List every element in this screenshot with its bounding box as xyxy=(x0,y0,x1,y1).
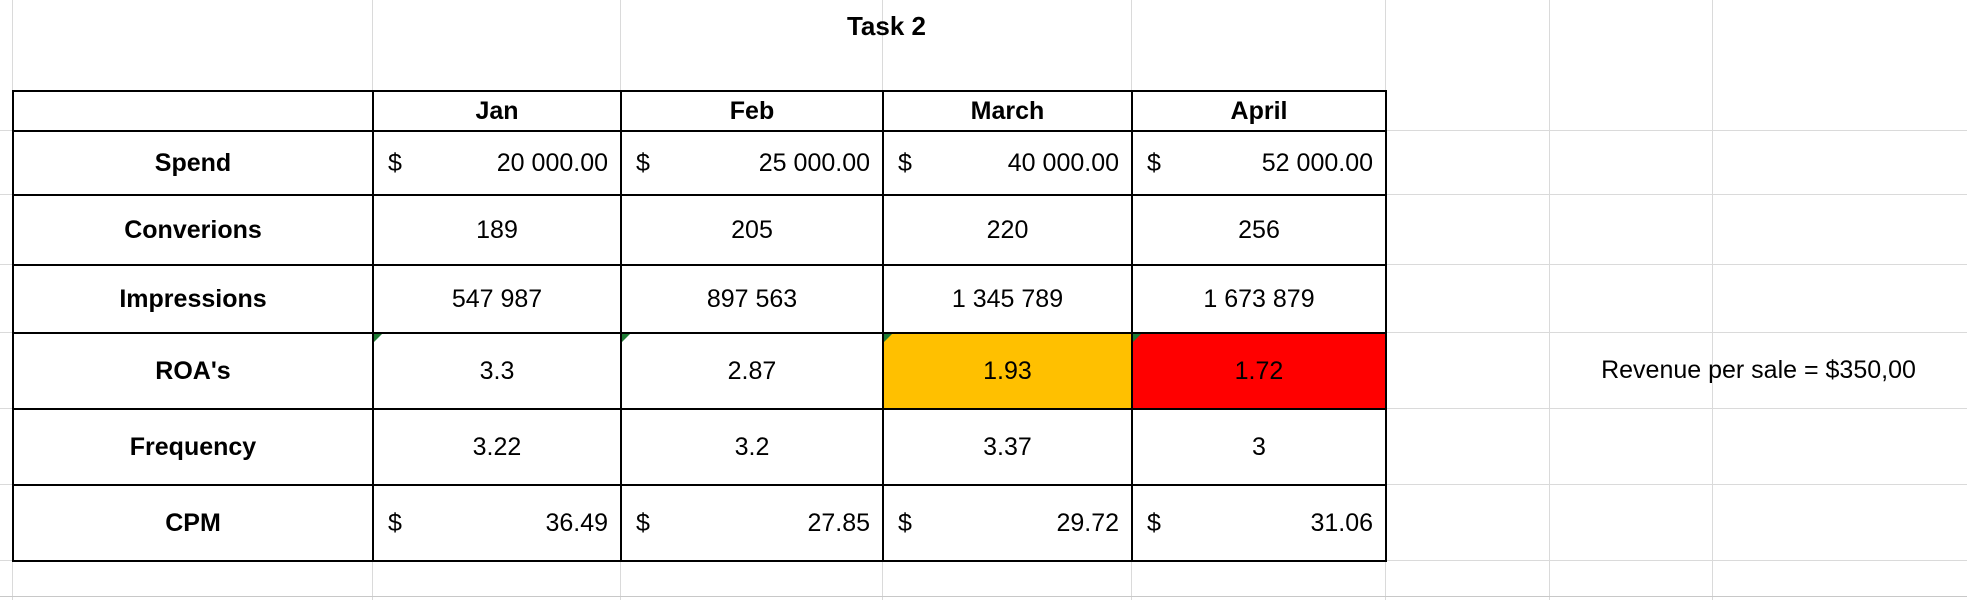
cell-frequency-march[interactable]: 3.37 xyxy=(882,408,1133,486)
cell-roas-april[interactable]: 1.72 xyxy=(1131,332,1387,410)
cell-impressions-feb[interactable]: 897 563 xyxy=(620,264,884,334)
currency-symbol: $ xyxy=(388,148,402,177)
cell-cpm-jan[interactable]: $36.49 xyxy=(372,484,622,562)
cell-conversions-jan[interactable]: 189 xyxy=(372,194,622,266)
cell-frequency-jan[interactable]: 3.22 xyxy=(372,408,622,486)
cell-roas-feb[interactable]: 2.87 xyxy=(620,332,884,410)
gridline xyxy=(1712,0,1713,600)
row-cpm: CPM $36.49 $27.85 $29.72 $31.06 xyxy=(12,484,1387,562)
currency-symbol: $ xyxy=(1147,508,1161,537)
cell-value: 52 000.00 xyxy=(1261,148,1373,177)
cell-roas-jan[interactable]: 3.3 xyxy=(372,332,622,410)
currency-symbol: $ xyxy=(636,148,650,177)
row-label-frequency[interactable]: Frequency xyxy=(12,408,374,486)
row-label-roas[interactable]: ROA's xyxy=(12,332,374,410)
cell-conversions-feb[interactable]: 205 xyxy=(620,194,884,266)
cell-impressions-april[interactable]: 1 673 879 xyxy=(1131,264,1387,334)
cell-spend-jan[interactable]: $20 000.00 xyxy=(372,130,622,196)
cell-conversions-april[interactable]: 256 xyxy=(1131,194,1387,266)
header-feb[interactable]: Feb xyxy=(620,90,884,132)
row-frequency: Frequency 3.22 3.2 3.37 3 xyxy=(12,408,1387,486)
header-corner-cell[interactable] xyxy=(12,90,374,132)
row-spend: Spend $20 000.00 $25 000.00 $40 000.00 $… xyxy=(12,130,1387,196)
header-jan[interactable]: Jan xyxy=(372,90,622,132)
cell-roas-march[interactable]: 1.93 xyxy=(882,332,1133,410)
gridline xyxy=(1549,0,1550,600)
currency-symbol: $ xyxy=(898,508,912,537)
cell-cpm-march[interactable]: $29.72 xyxy=(882,484,1133,562)
cell-cpm-april[interactable]: $31.06 xyxy=(1131,484,1387,562)
currency-symbol: $ xyxy=(388,508,402,537)
currency-symbol: $ xyxy=(898,148,912,177)
cell-impressions-march[interactable]: 1 345 789 xyxy=(882,264,1133,334)
row-label-conversions[interactable]: Converions xyxy=(12,194,374,266)
cell-value: 36.49 xyxy=(545,508,608,537)
cell-value: 29.72 xyxy=(1056,508,1119,537)
cell-value: 25 000.00 xyxy=(758,148,870,177)
cell-value: 40 000.00 xyxy=(1007,148,1119,177)
header-april[interactable]: April xyxy=(1131,90,1387,132)
gridline xyxy=(0,596,1967,597)
row-label-cpm[interactable]: CPM xyxy=(12,484,374,562)
row-roas: ROA's 3.3 2.87 1.93 1.72 xyxy=(12,332,1387,410)
header-row: Jan Feb March April xyxy=(12,90,1387,132)
row-impressions: Impressions 547 987 897 563 1 345 789 1 … xyxy=(12,264,1387,334)
row-label-spend[interactable]: Spend xyxy=(12,130,374,196)
currency-symbol: $ xyxy=(636,508,650,537)
cell-value: 31.06 xyxy=(1310,508,1373,537)
cell-value: 20 000.00 xyxy=(496,148,608,177)
header-march[interactable]: March xyxy=(882,90,1133,132)
cell-spend-feb[interactable]: $25 000.00 xyxy=(620,130,884,196)
metrics-table: Jan Feb March April Spend $20 000.00 $25… xyxy=(12,90,1387,562)
sheet-title[interactable]: Task 2 xyxy=(846,10,926,41)
row-conversions: Converions 189 205 220 256 xyxy=(12,194,1387,266)
cell-impressions-jan[interactable]: 547 987 xyxy=(372,264,622,334)
cell-value: 27.85 xyxy=(807,508,870,537)
cell-cpm-feb[interactable]: $27.85 xyxy=(620,484,884,562)
cell-frequency-april[interactable]: 3 xyxy=(1131,408,1387,486)
currency-symbol: $ xyxy=(1147,148,1161,177)
row-label-impressions[interactable]: Impressions xyxy=(12,264,374,334)
cell-frequency-feb[interactable]: 3.2 xyxy=(620,408,884,486)
cell-spend-march[interactable]: $40 000.00 xyxy=(882,130,1133,196)
cell-conversions-march[interactable]: 220 xyxy=(882,194,1133,266)
cell-spend-april[interactable]: $52 000.00 xyxy=(1131,130,1387,196)
revenue-note-cell[interactable]: Revenue per sale = $350,00 xyxy=(1601,355,1916,384)
